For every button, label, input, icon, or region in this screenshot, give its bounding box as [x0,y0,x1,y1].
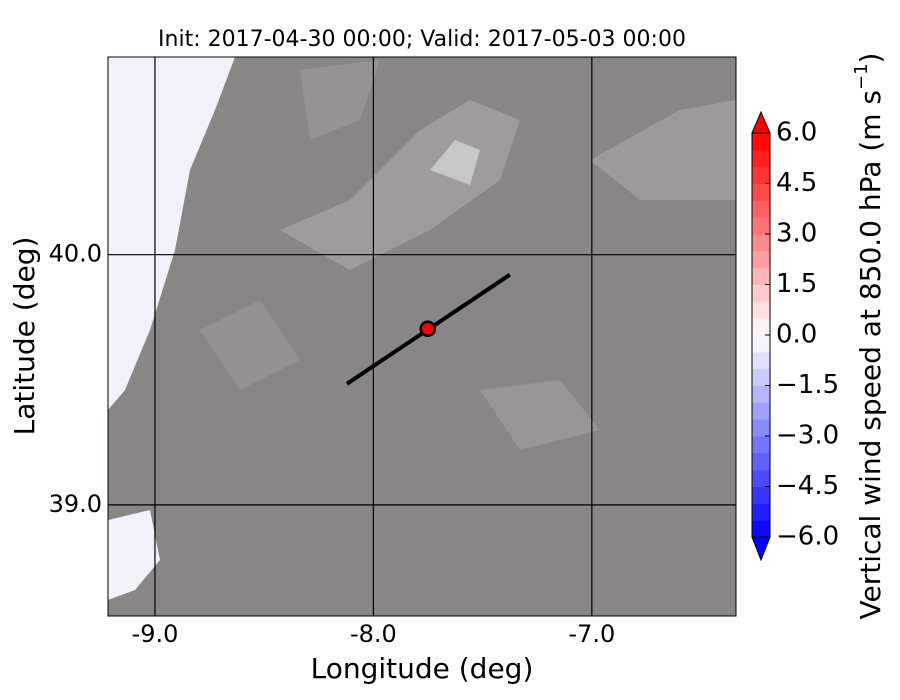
colorbar-band [752,402,770,420]
colorbar-band [752,436,770,454]
colorbar-tick-label: 0.0 [776,320,817,350]
colorbar-band [752,133,770,151]
y-axis-label: Latitude (deg) [8,237,41,436]
y-tick-label: 40.0 [49,240,102,268]
colorbar-band [752,351,770,370]
location-marker [419,320,437,337]
colorbar-label-exp: −1 [851,63,872,90]
y-tick-label: 39.0 [49,490,102,518]
colorbar-tick-label: −6.0 [776,522,839,552]
colorbar-arrow-bottom [751,536,771,562]
chart-title: Init: 2017-04-30 00:00; Valid: 2017-05-0… [158,27,686,52]
colorbar-arrow-top [751,110,771,134]
colorbar-tick-label: −3.0 [776,421,839,451]
colorbar-band [752,200,770,218]
x-axis-label: Longitude (deg) [311,652,534,685]
colorbar-band [752,250,770,269]
colorbar-band [752,267,770,285]
colorbar-band [752,318,770,336]
colorbar-band [752,469,770,487]
colorbar-tick-label: 3.0 [776,219,817,249]
colorbar-tick-label: 6.0 [776,118,817,148]
colorbar-band [752,368,770,386]
colorbar-tick-label: −4.5 [776,471,839,501]
colorbar-label-end: ) [854,53,887,64]
colorbar-band [752,183,770,201]
colorbar-band [752,335,770,353]
colorbar-tick-label: 4.5 [776,168,817,198]
colorbar-band [752,486,770,504]
colorbar-label-text: Vertical wind speed at 850.0 hPa (m s [854,90,887,620]
colorbar-tick-label: −1.5 [776,370,839,400]
x-tick-label: -7.0 [568,620,615,648]
terrain [108,57,736,616]
colorbar-band [752,385,770,403]
x-tick-label: -8.0 [350,620,397,648]
colorbar-band [752,520,770,538]
colorbar-band [752,234,770,252]
colorbar-band [752,452,770,471]
colorbar-band [752,217,770,235]
colorbar-label: Vertical wind speed at 850.0 hPa (m s−1) [851,53,887,620]
colorbar-band [752,419,770,437]
colorbar-band [752,284,770,302]
colorbar-band [752,149,770,168]
colorbar-band [752,166,770,184]
plot-frame [107,56,737,617]
x-tick-label: -9.0 [132,620,179,648]
colorbar-band [752,503,770,521]
colorbar-tick-label: 1.5 [776,269,817,299]
colorbar-band [752,301,770,319]
